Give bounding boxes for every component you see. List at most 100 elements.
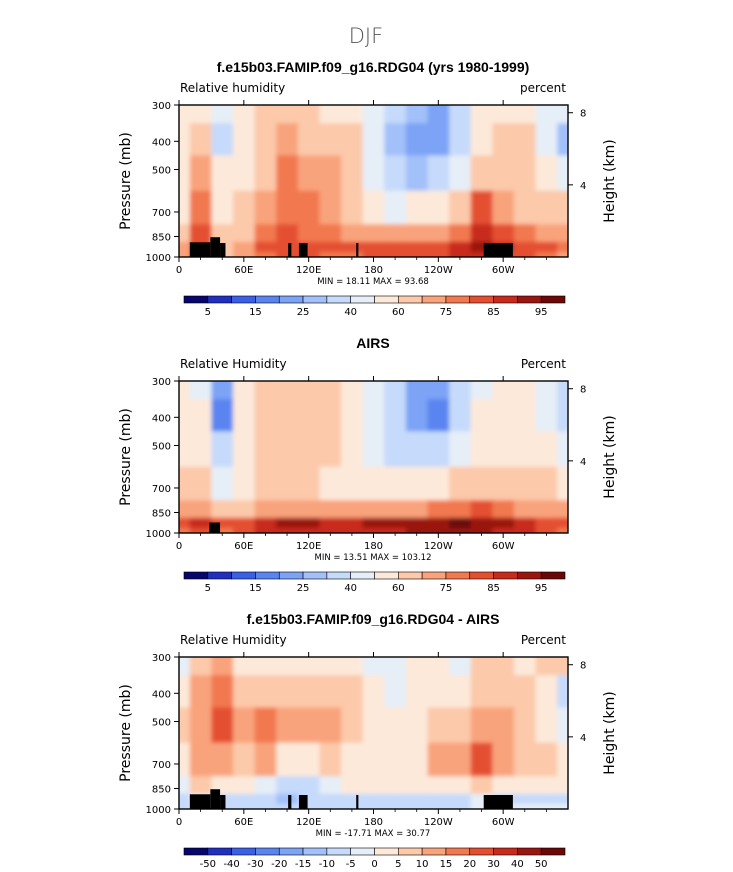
- contour-field: [179, 381, 568, 533]
- colorbar-label: 40: [344, 307, 357, 318]
- contour-cell: [297, 707, 321, 744]
- contour-cell: [297, 431, 321, 468]
- topography-mask: [189, 242, 211, 257]
- contour-cell: [535, 123, 558, 157]
- contour-cell: [297, 500, 321, 519]
- contour-cell: [319, 500, 342, 519]
- topography-mask: [298, 242, 308, 257]
- contour-cell: [470, 381, 493, 400]
- contour-cell: [470, 252, 493, 257]
- contour-cell: [557, 707, 568, 744]
- y-tick-label: 300: [152, 653, 171, 664]
- units-label: percent: [520, 81, 566, 95]
- contour-cell: [211, 675, 234, 709]
- contour-cell: [513, 675, 537, 709]
- contour-cell: [179, 466, 191, 501]
- contour-cell: [189, 155, 213, 192]
- contour-cell: [405, 675, 429, 709]
- contour-cell: [449, 155, 472, 192]
- contour-cell: [297, 190, 321, 225]
- colorbar-label: 15: [249, 307, 262, 318]
- contour-cell: [557, 517, 568, 529]
- x-tick-label: 60E: [234, 541, 253, 552]
- contour-cell: [297, 742, 321, 777]
- contour-cell: [254, 776, 277, 795]
- contour-cell: [211, 105, 234, 124]
- colorbar-box: [207, 571, 232, 580]
- colorbar-label: 15: [440, 859, 453, 870]
- y2-tick-label: 4: [580, 181, 586, 192]
- contour-cell: [179, 224, 191, 243]
- contour-cell: [297, 804, 321, 809]
- contour-cell: [341, 707, 364, 744]
- contour-cell: [211, 431, 234, 468]
- contour-cell: [557, 742, 568, 777]
- contour-cell: [319, 399, 342, 433]
- panel-title: f.e15b03.FAMIP.f09_g16.RDG04 (yrs 1980-1…: [217, 59, 530, 75]
- contour-cell: [470, 776, 493, 795]
- contour-cell: [513, 804, 537, 809]
- y-tick-label: 400: [152, 413, 171, 424]
- contour-cell: [449, 105, 472, 124]
- contour-cell: [405, 105, 429, 124]
- colorbar-box: [421, 571, 447, 580]
- contour-cell: [384, 675, 407, 709]
- contour-cell: [535, 252, 558, 257]
- contour-cell: [449, 252, 472, 257]
- colorbar-box: [278, 295, 304, 304]
- contour-cell: [557, 190, 568, 225]
- contour-cell: [449, 517, 472, 529]
- colorbar-box: [255, 295, 280, 304]
- topography-mask: [356, 242, 359, 257]
- contour-cell: [189, 431, 213, 468]
- y-tick-label: 1000: [146, 805, 171, 816]
- contour-cell: [384, 793, 407, 805]
- contour-cell: [384, 224, 407, 243]
- colorbar-box: [469, 571, 494, 580]
- contour-cell: [427, 804, 450, 809]
- contour-cell: [535, 707, 558, 744]
- contour-cell: [179, 431, 191, 468]
- colorbar-label: 85: [487, 583, 500, 594]
- contour-cell: [384, 431, 407, 468]
- contour-cell: [189, 707, 213, 744]
- units-label: Percent: [521, 357, 566, 371]
- colorbar-box: [398, 571, 423, 580]
- contour-cell: [557, 431, 568, 468]
- colorbar-box: [302, 847, 328, 856]
- contour-cell: [427, 105, 450, 124]
- contour-cell: [470, 500, 493, 519]
- x-tick-label: 120E: [296, 265, 321, 276]
- colorbar-label: 60: [392, 583, 405, 594]
- contour-cell: [427, 466, 450, 501]
- colorbar-box: [493, 847, 518, 856]
- contour-cell: [233, 707, 256, 744]
- colorbar-label: 40: [344, 583, 357, 594]
- y2-tick-label: 4: [580, 457, 586, 468]
- x-tick-label: 60W: [492, 265, 515, 276]
- contour-cell: [341, 252, 364, 257]
- contour-cell: [492, 517, 515, 529]
- contour-cell: [470, 657, 493, 676]
- contour-cell: [211, 381, 234, 400]
- contour-cell: [513, 776, 537, 795]
- contour-cell: [470, 105, 493, 124]
- contour-cell: [276, 381, 299, 400]
- contour-cell: [513, 431, 537, 468]
- stats-text: MIN = 13.51 MAX = 103.12: [315, 553, 432, 563]
- contour-cell: [405, 399, 429, 433]
- colorbar-label: 40: [511, 859, 524, 870]
- contour-cell: [384, 252, 407, 257]
- contour-cell: [179, 517, 191, 529]
- contour-cell: [189, 190, 213, 225]
- panel-title: AIRS: [356, 335, 389, 351]
- contour-cell: [341, 224, 364, 243]
- contour-cell: [233, 742, 256, 777]
- contour-cell: [362, 517, 385, 529]
- contour-cell: [470, 190, 493, 225]
- contour-cell: [470, 742, 493, 777]
- contour-cell: [233, 252, 256, 257]
- topography-mask: [288, 242, 292, 257]
- contour-cell: [362, 155, 385, 192]
- contour-cell: [492, 105, 515, 124]
